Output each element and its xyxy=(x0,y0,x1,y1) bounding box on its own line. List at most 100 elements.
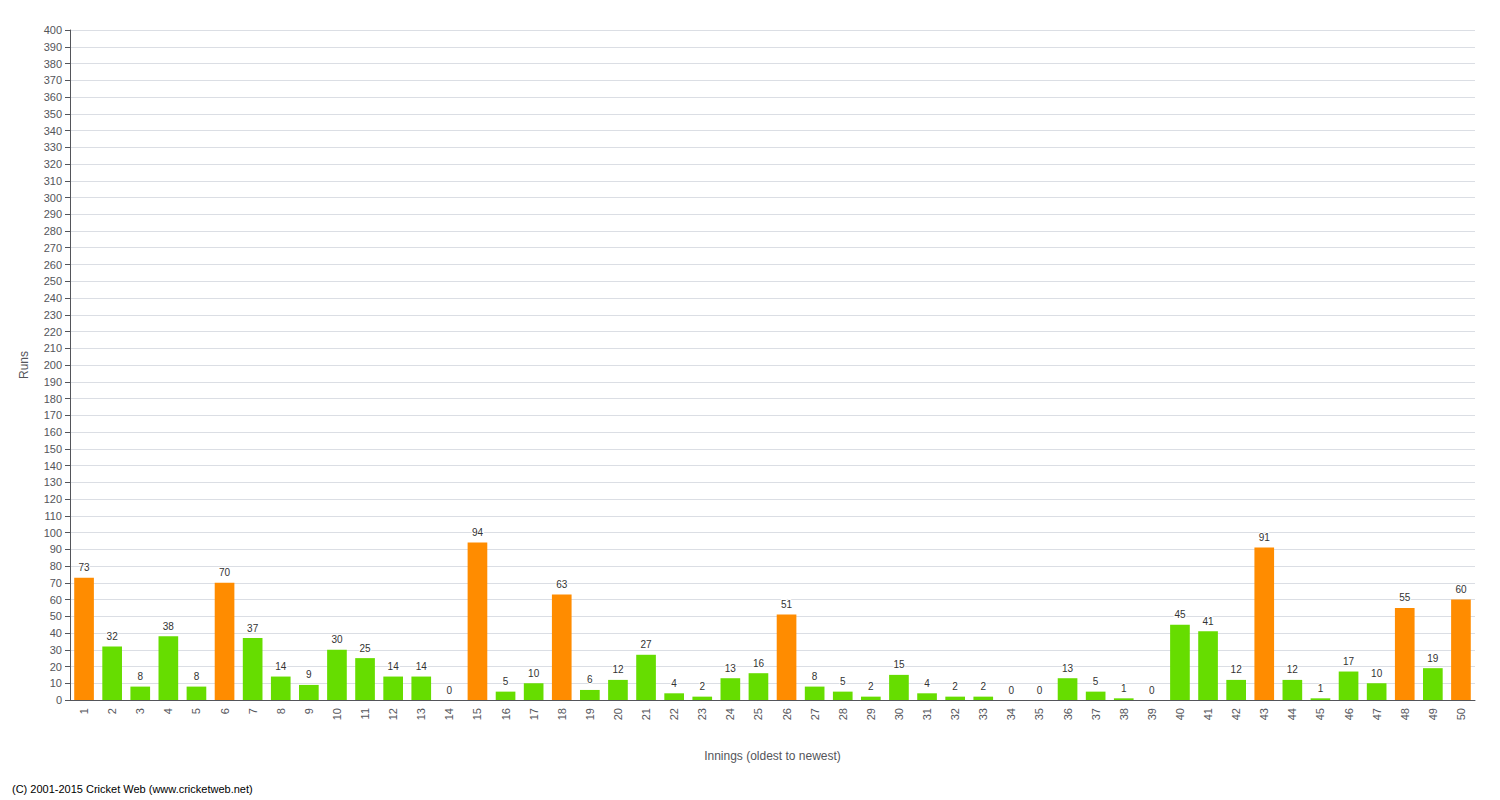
svg-text:45: 45 xyxy=(1174,609,1186,620)
svg-text:14: 14 xyxy=(443,708,455,720)
svg-text:51: 51 xyxy=(781,599,793,610)
svg-text:260: 260 xyxy=(44,259,62,271)
svg-text:2: 2 xyxy=(952,681,958,692)
svg-text:380: 380 xyxy=(44,58,62,70)
svg-text:1: 1 xyxy=(1121,683,1127,694)
svg-text:Innings (oldest to newest): Innings (oldest to newest) xyxy=(704,749,841,763)
svg-text:10: 10 xyxy=(50,677,62,689)
svg-text:210: 210 xyxy=(44,342,62,354)
svg-text:0: 0 xyxy=(1009,685,1015,696)
svg-text:19: 19 xyxy=(584,708,596,720)
svg-text:49: 49 xyxy=(1427,708,1439,720)
svg-text:43: 43 xyxy=(1258,708,1270,720)
svg-text:37: 37 xyxy=(1090,708,1102,720)
svg-text:230: 230 xyxy=(44,309,62,321)
svg-text:18: 18 xyxy=(556,708,568,720)
svg-text:8: 8 xyxy=(137,671,143,682)
svg-text:45: 45 xyxy=(1314,708,1326,720)
svg-text:130: 130 xyxy=(44,476,62,488)
svg-text:390: 390 xyxy=(44,41,62,53)
svg-text:63: 63 xyxy=(556,579,568,590)
svg-text:13: 13 xyxy=(415,708,427,720)
svg-text:34: 34 xyxy=(1005,708,1017,720)
svg-text:70: 70 xyxy=(219,567,231,578)
svg-text:14: 14 xyxy=(416,661,428,672)
svg-text:39: 39 xyxy=(1146,708,1158,720)
svg-text:30: 30 xyxy=(893,708,905,720)
svg-text:180: 180 xyxy=(44,393,62,405)
svg-text:28: 28 xyxy=(837,708,849,720)
svg-text:0: 0 xyxy=(1149,685,1155,696)
svg-text:270: 270 xyxy=(44,242,62,254)
svg-text:5: 5 xyxy=(503,676,509,687)
svg-text:370: 370 xyxy=(44,74,62,86)
svg-text:12: 12 xyxy=(1287,664,1299,675)
svg-text:16: 16 xyxy=(753,658,765,669)
svg-text:12: 12 xyxy=(612,664,624,675)
svg-text:8: 8 xyxy=(275,708,287,714)
svg-text:4: 4 xyxy=(162,708,174,714)
svg-text:4: 4 xyxy=(671,678,677,689)
svg-text:15: 15 xyxy=(471,708,483,720)
svg-text:400: 400 xyxy=(44,24,62,36)
svg-text:60: 60 xyxy=(50,594,62,606)
svg-text:17: 17 xyxy=(1343,656,1355,667)
svg-text:160: 160 xyxy=(44,426,62,438)
svg-text:20: 20 xyxy=(612,708,624,720)
svg-text:310: 310 xyxy=(44,175,62,187)
svg-text:47: 47 xyxy=(1371,708,1383,720)
svg-text:20: 20 xyxy=(50,661,62,673)
svg-text:2: 2 xyxy=(980,681,986,692)
svg-text:100: 100 xyxy=(44,527,62,539)
svg-text:90: 90 xyxy=(50,543,62,555)
svg-text:70: 70 xyxy=(50,577,62,589)
svg-text:50: 50 xyxy=(1455,708,1467,720)
svg-text:12: 12 xyxy=(1231,664,1243,675)
svg-text:41: 41 xyxy=(1202,708,1214,720)
svg-text:80: 80 xyxy=(50,560,62,572)
svg-text:14: 14 xyxy=(275,661,287,672)
svg-text:30: 30 xyxy=(331,634,343,645)
svg-text:280: 280 xyxy=(44,225,62,237)
svg-text:1: 1 xyxy=(78,708,90,714)
svg-text:55: 55 xyxy=(1399,592,1411,603)
svg-text:5: 5 xyxy=(840,676,846,687)
svg-text:320: 320 xyxy=(44,158,62,170)
svg-text:12: 12 xyxy=(387,708,399,720)
svg-text:150: 150 xyxy=(44,443,62,455)
svg-text:1: 1 xyxy=(1318,683,1324,694)
svg-text:290: 290 xyxy=(44,208,62,220)
svg-text:9: 9 xyxy=(303,708,315,714)
svg-text:19: 19 xyxy=(1427,653,1439,664)
svg-text:27: 27 xyxy=(809,708,821,720)
svg-text:9: 9 xyxy=(306,669,312,680)
svg-text:16: 16 xyxy=(500,708,512,720)
svg-text:32: 32 xyxy=(949,708,961,720)
svg-text:22: 22 xyxy=(668,708,680,720)
svg-text:5: 5 xyxy=(1093,676,1099,687)
svg-text:6: 6 xyxy=(587,674,593,685)
svg-text:110: 110 xyxy=(44,510,62,522)
svg-text:15: 15 xyxy=(893,659,905,670)
svg-text:190: 190 xyxy=(44,376,62,388)
svg-text:32: 32 xyxy=(107,631,119,642)
svg-text:27: 27 xyxy=(640,639,652,650)
svg-text:200: 200 xyxy=(44,359,62,371)
svg-text:25: 25 xyxy=(359,643,371,654)
svg-text:38: 38 xyxy=(163,621,175,632)
svg-text:330: 330 xyxy=(44,141,62,153)
svg-text:Runs: Runs xyxy=(17,351,31,379)
svg-text:10: 10 xyxy=(331,708,343,720)
svg-text:2: 2 xyxy=(106,708,118,714)
svg-text:73: 73 xyxy=(78,562,90,573)
svg-text:30: 30 xyxy=(50,644,62,656)
svg-text:0: 0 xyxy=(447,685,453,696)
svg-text:240: 240 xyxy=(44,292,62,304)
svg-text:3: 3 xyxy=(134,708,146,714)
svg-text:300: 300 xyxy=(44,192,62,204)
svg-text:94: 94 xyxy=(472,527,484,538)
svg-text:50: 50 xyxy=(50,610,62,622)
svg-text:10: 10 xyxy=(1371,668,1383,679)
svg-text:46: 46 xyxy=(1343,708,1355,720)
svg-text:6: 6 xyxy=(219,708,231,714)
